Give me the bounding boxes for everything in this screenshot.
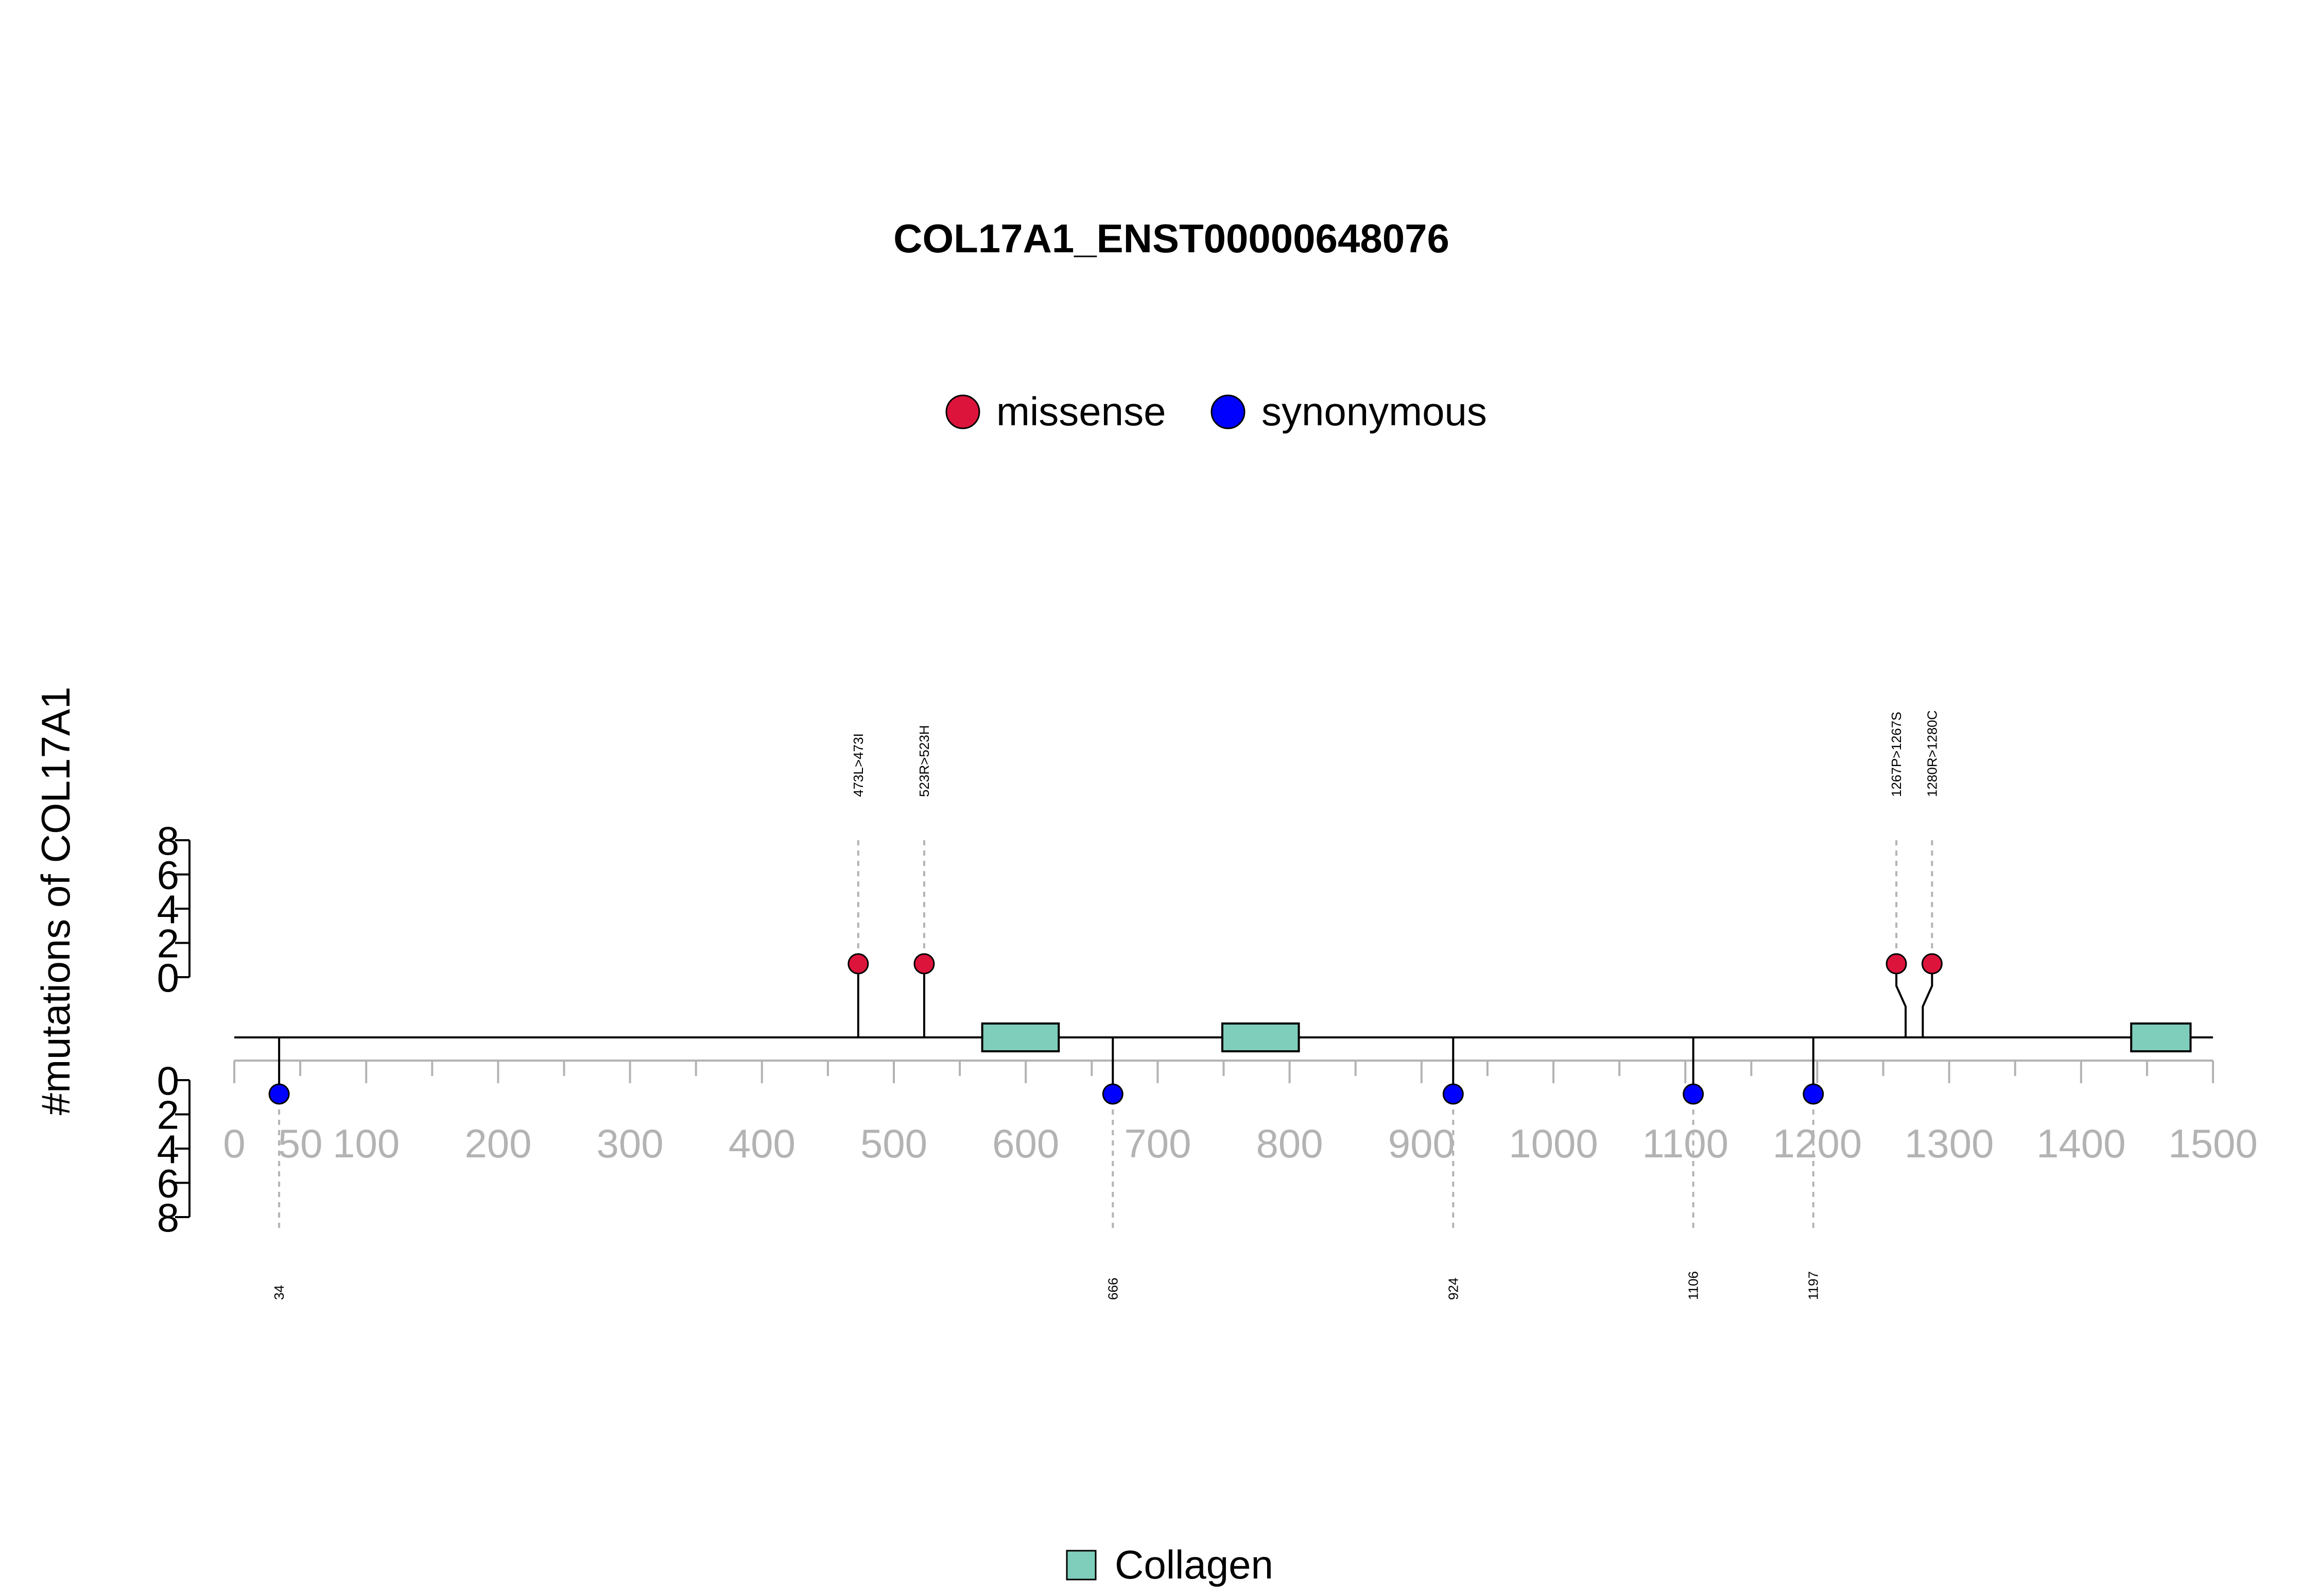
y-tick-bottom-label: 0 (157, 1058, 179, 1103)
top-mutations: 473L>473I 523R>523H 1267P>1267S 1280R>1280C (848, 710, 1943, 1037)
x-tick-label: 50 (278, 1121, 323, 1166)
y-tick-top-label: 4 (157, 887, 179, 932)
y-tick-bottom-label: 6 (157, 1161, 179, 1206)
x-tick-label: 0 (223, 1121, 245, 1166)
legend-marker-missense (945, 394, 980, 429)
mutation-label: 666 (1105, 1278, 1120, 1300)
x-tick-label: 1500 (2168, 1121, 2258, 1166)
mutation-point (268, 1083, 290, 1105)
x-tick-label: 700 (1124, 1121, 1191, 1166)
x-tick-label: 1100 (1642, 1121, 1728, 1166)
mutation-label: 1267P>1267S (1889, 712, 1904, 797)
legend-swatch-collagen (1066, 1550, 1097, 1581)
legend-label-synonymous: synonymous (1261, 389, 1487, 434)
mutation-label: 1197 (1806, 1271, 1821, 1300)
x-tick-label: 400 (729, 1121, 796, 1166)
legend-marker-synonymous (1211, 394, 1246, 429)
bottom-mutations: 34 666 924 1106 1197 (268, 1037, 1824, 1300)
domain-box (2130, 1022, 2192, 1052)
mutation-label: 1280R>1280C (1924, 710, 1940, 797)
chart-title: COL17A1_ENST00000648076 (893, 216, 1449, 261)
mutation-point (913, 953, 935, 975)
legend-label-collagen: Collagen (1115, 1542, 1273, 1587)
legend-label-missense: missense (996, 389, 1166, 434)
y-tick-bottom-label: 4 (157, 1126, 179, 1172)
mutation-label: 1106 (1686, 1271, 1701, 1300)
mutation-label: 924 (1445, 1278, 1461, 1300)
domain-legend: Collagen (1066, 1542, 1273, 1587)
mutation-stem (1895, 964, 1907, 1037)
y-tick-top-label: 6 (157, 853, 179, 898)
mutation-point (1102, 1083, 1123, 1105)
y-tick-bottom-label: 8 (157, 1195, 179, 1240)
x-tick-label: 1300 (1905, 1121, 1994, 1166)
y-tick-top-label: 8 (157, 818, 179, 863)
mutation-point (1886, 953, 1907, 975)
x-tick-label: 1000 (1509, 1121, 1598, 1166)
x-tick-label: 1400 (2036, 1121, 2126, 1166)
x-tick-label: 300 (597, 1121, 664, 1166)
mutation-label: 34 (271, 1285, 287, 1300)
domains (981, 1022, 2192, 1052)
mutation-point (1683, 1083, 1704, 1105)
mutation-point (1803, 1083, 1824, 1105)
mutation-point (1442, 1083, 1464, 1105)
mutation-label: 473L>473I (851, 733, 866, 797)
x-tick-label: 100 (333, 1121, 400, 1166)
y-tick-top-label: 2 (157, 921, 179, 966)
mutation-label: 523R>523H (917, 725, 932, 797)
x-tick-label: 1200 (1773, 1121, 1862, 1166)
y-tick-top-label: 0 (157, 955, 179, 1000)
mutation-point (848, 953, 869, 975)
y-tick-bottom-label: 2 (157, 1092, 179, 1138)
domain-box (1221, 1022, 1300, 1052)
x-tick-label: 600 (992, 1121, 1059, 1166)
x-tick-label: 200 (464, 1121, 531, 1166)
domain-box (981, 1022, 1060, 1052)
x-tick-label: 500 (860, 1121, 927, 1166)
mutation-point (1921, 953, 1943, 975)
mutation-stem (1922, 964, 1933, 1037)
x-tick-label: 900 (1388, 1121, 1455, 1166)
y-axis-label: #mutations of COL17A1 (33, 687, 78, 1115)
x-tick-label: 800 (1256, 1121, 1323, 1166)
mutation-legend: missense synonymous (945, 389, 1487, 434)
